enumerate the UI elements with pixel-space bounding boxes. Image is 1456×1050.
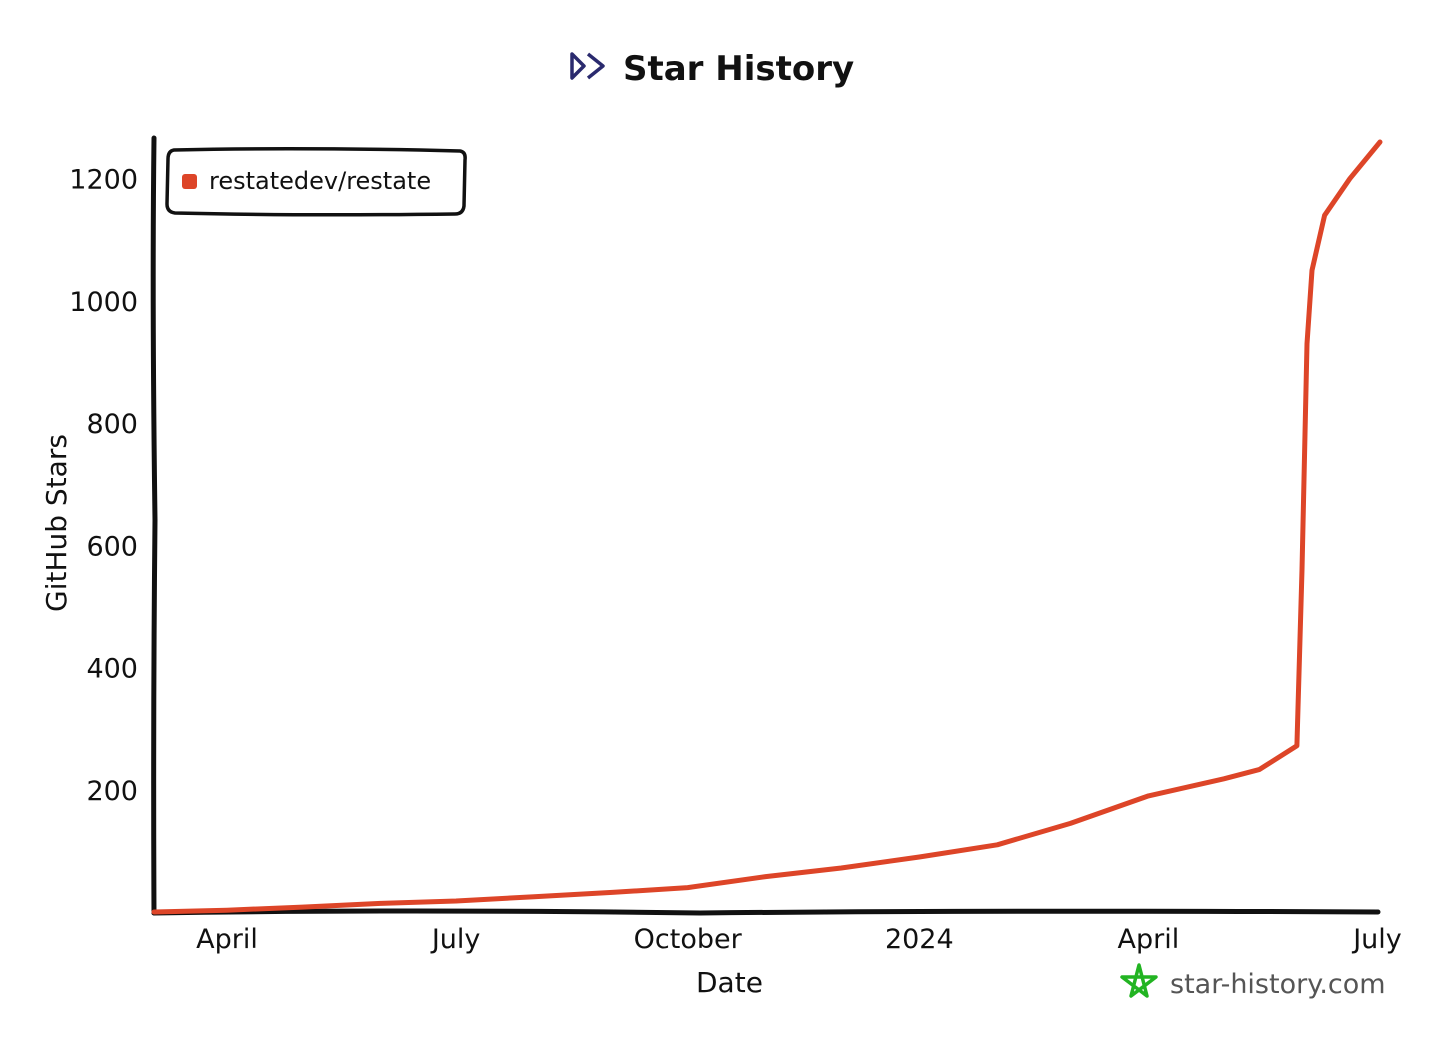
x-tick-label: October bbox=[634, 924, 743, 955]
star-outline-icon bbox=[1120, 963, 1158, 998]
chart-title-text: Star History bbox=[623, 49, 854, 89]
brand-watermark: star-history.com bbox=[1120, 963, 1386, 1000]
double-chevron-right-icon bbox=[570, 52, 605, 80]
y-tick-label: 200 bbox=[86, 776, 138, 807]
x-tick-label: July bbox=[430, 924, 481, 955]
x-tick-label: July bbox=[1351, 924, 1402, 955]
x-tick-label: April bbox=[196, 924, 258, 955]
y-axis-ticks: 200 400 600 800 1000 1200 bbox=[69, 165, 138, 807]
x-axis-line bbox=[151, 908, 1381, 916]
chart-title: Star History bbox=[570, 49, 854, 89]
series-group bbox=[151, 139, 1383, 915]
y-tick-label: 800 bbox=[86, 409, 138, 440]
x-tick-label: April bbox=[1118, 924, 1180, 955]
y-tick-label: 1200 bbox=[69, 165, 138, 196]
x-tick-label: 2024 bbox=[885, 924, 954, 955]
x-axis-ticks: April July October 2024 April July bbox=[196, 924, 1402, 955]
y-axis-label: GitHub Stars bbox=[40, 434, 73, 612]
brand-text: star-history.com bbox=[1170, 969, 1386, 1000]
y-tick-label: 600 bbox=[86, 531, 138, 562]
x-axis-label: Date bbox=[696, 966, 763, 999]
y-axis-line bbox=[150, 135, 158, 916]
y-tick-label: 1000 bbox=[69, 287, 138, 318]
series-line-restatedev-restate bbox=[151, 139, 1383, 915]
legend: restatedev/restate bbox=[165, 146, 467, 217]
legend-label: restatedev/restate bbox=[209, 167, 431, 195]
legend-swatch bbox=[182, 174, 197, 189]
legend-box bbox=[165, 146, 467, 217]
y-tick-label: 400 bbox=[86, 654, 138, 685]
